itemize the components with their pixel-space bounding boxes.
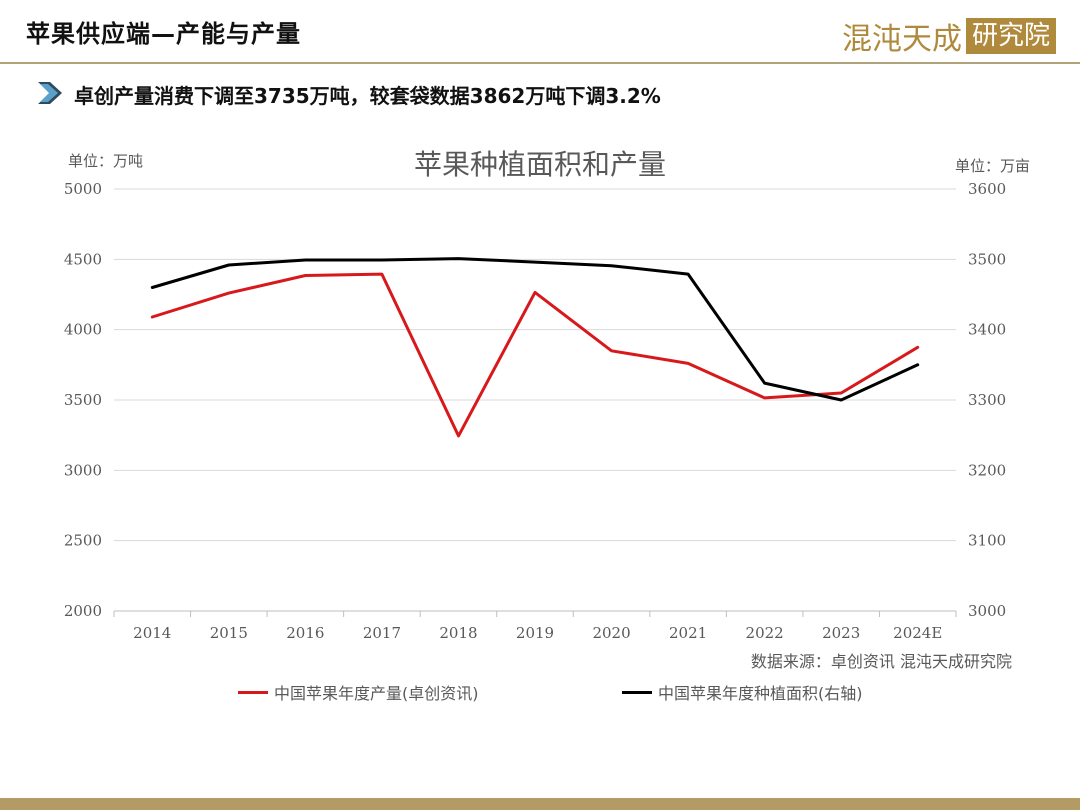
left-tick-label: 4000 <box>64 321 102 339</box>
series-line-production <box>150 272 920 438</box>
x-tick-label: 2014 <box>133 624 171 642</box>
legend-swatch-area <box>622 690 652 694</box>
legend-label-production: 中国苹果年度产量(卓创资讯) <box>274 684 479 703</box>
footer-bar <box>0 798 1080 810</box>
right-tick-label: 3500 <box>968 250 1006 268</box>
right-tick-label: 3100 <box>968 532 1006 550</box>
brand-logo: 混沌天成 研究院 <box>842 14 1056 58</box>
series-line-area <box>150 257 920 402</box>
chevron-right-icon <box>38 82 62 104</box>
chart-title: 苹果种植面积和产量 <box>413 148 666 181</box>
header-divider <box>0 62 1080 64</box>
legend-swatch-production <box>238 690 268 694</box>
left-tick-label: 2500 <box>64 532 102 550</box>
legend-label-area: 中国苹果年度种植面积(右轴) <box>658 684 863 703</box>
brand-sub: 研究院 <box>965 18 1056 54</box>
x-tick-label: 2021 <box>669 624 707 642</box>
data-source: 数据来源：卓创资讯 混沌天成研究院 <box>750 652 1012 671</box>
right-tick-label: 3300 <box>968 391 1006 409</box>
headline: 卓创产量消费下调至3735万吨，较套袋数据3862万吨下调3.2% <box>74 84 661 108</box>
legend-item-production: 中国苹果年度产量(卓创资讯) <box>238 680 479 704</box>
right-tick-label: 3600 <box>968 180 1006 198</box>
x-tick-label: 2024E <box>893 624 942 642</box>
x-tick-label: 2015 <box>210 624 248 642</box>
left-tick-label: 3500 <box>64 391 102 409</box>
left-tick-label: 5000 <box>64 180 102 198</box>
page-title: 苹果供应端—产能与产量 <box>26 20 301 48</box>
brand-main: 混沌天成 <box>841 22 962 57</box>
left-tick-label: 3000 <box>64 461 102 479</box>
x-tick-label: 2019 <box>516 624 554 642</box>
x-tick-label: 2022 <box>746 624 784 642</box>
x-tick-label: 2018 <box>439 624 477 642</box>
x-tick-label: 2017 <box>363 624 401 642</box>
left-tick-label: 4500 <box>64 250 102 268</box>
right-axis-unit: 单位：万亩 <box>954 157 1030 175</box>
x-tick-label: 2023 <box>822 624 860 642</box>
right-tick-label: 3200 <box>968 461 1006 479</box>
x-tick-label: 2020 <box>592 624 630 642</box>
x-tick-label: 2016 <box>286 624 324 642</box>
left-axis-unit: 单位：万吨 <box>68 152 144 170</box>
right-tick-label: 3400 <box>968 321 1006 339</box>
right-tick-label: 3000 <box>968 602 1006 620</box>
legend-item-area: 中国苹果年度种植面积(右轴) <box>622 680 863 704</box>
left-tick-label: 2000 <box>64 602 102 620</box>
